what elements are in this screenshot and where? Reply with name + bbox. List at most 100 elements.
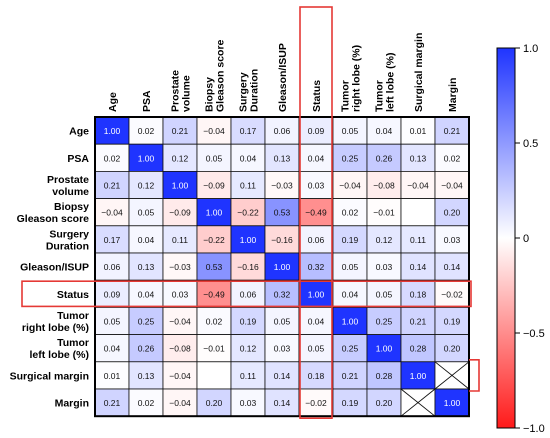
column-label: Prostatevolume [170,70,193,112]
cell-value-label: 0.25 [376,317,393,327]
heatmap-cell [366,388,402,417]
heatmap-cell [298,334,334,363]
cell-value-label: −0.04 [101,208,123,218]
cell-value-label: −0.49 [305,208,327,218]
heatmap-cell [298,198,334,227]
cell-value-label: 0.06 [308,235,325,245]
heatmap-cell [94,388,130,417]
cell-value-label: 0.05 [138,208,155,218]
cell-value-label: 0.21 [172,126,189,136]
cell-value-label: 0.11 [240,181,256,191]
cell-value-label: 0.06 [104,262,121,272]
cell-value-label: 0.04 [376,126,393,136]
row-label-line: Duration [46,240,89,252]
cell-value-label: 1.00 [410,371,427,381]
cell-value-label: −0.08 [169,344,191,354]
cell-value-label: −0.04 [407,181,429,191]
row-label-line: Biopsy [54,201,89,213]
cell-value-label: 0.17 [240,126,257,136]
heatmap-cell [162,252,198,281]
heatmap-cell [366,361,402,390]
heatmap-cell [264,252,300,281]
heatmap-cell [434,198,470,227]
heatmap-cell [298,143,334,172]
heatmap-cell [162,361,198,390]
heatmap-cell [400,198,436,227]
cell-value-label: 0.05 [376,289,393,299]
heatmap-cell [264,279,300,308]
cell-value-label: 1.00 [308,289,325,299]
row-label-line: left lobe (%) [30,349,90,361]
column-label: Tumorright lobe (%) [340,45,363,112]
cell-value-label: 0.11 [240,371,256,381]
cell-value-label: 0.03 [274,344,291,354]
cell-value-label: 0.06 [240,289,257,299]
cell-value-label: 0.32 [308,262,325,272]
cell-value-label: −0.49 [203,289,225,299]
cell-value-label: 0.02 [444,153,461,163]
cell-value-label: 0.21 [104,398,121,408]
row-label-line: Age [69,126,89,138]
cell-value-label: 0.03 [172,289,189,299]
column-label-line: Surgery [238,72,250,112]
cell-value-label: 1.00 [138,153,155,163]
row-label-line: Tumor [57,337,89,349]
heatmap-cell [196,252,232,281]
cell-value-label: 0.12 [172,153,189,163]
cell-value-label: −0.02 [305,398,327,408]
heatmap-cell [230,334,266,363]
cell-value-label: 0.12 [376,235,393,245]
column-label-line: Gleason score [215,39,227,112]
cell-value-label: 0.53 [274,208,291,218]
column-label-line: Tumor [340,80,352,112]
heatmap-cell [298,225,334,254]
column-label: Gleason/ISUP [277,43,289,112]
cell-value-label: 0.14 [444,262,461,272]
colorbar-tick-label: 0.5 [523,138,538,150]
cell-value-label: −0.16 [237,262,259,272]
cell-value-label: 0.14 [274,371,291,381]
heatmap-cell [162,225,198,254]
cell-value-label: −0.22 [203,235,225,245]
cell-value-label: 0.05 [104,317,121,327]
column-label: Status [311,80,323,112]
cell-value-label: −0.09 [203,181,225,191]
column-label-line: Prostate [170,70,182,112]
heatmap-cell [162,198,198,227]
column-label-line: right lobe (%) [351,45,363,112]
heatmap-cell [162,170,198,199]
cell-value-label: 0.11 [172,235,188,245]
cell-value-label: 0.20 [444,208,461,218]
heatmap-cell [332,306,368,335]
column-label-line: Margin [447,78,459,112]
cell-value-label: 0.21 [342,371,359,381]
cell-value-label: −0.03 [271,181,293,191]
cell-value-label: 0.20 [206,398,223,408]
heatmap-cell [128,170,164,199]
cell-value-label: 0.04 [240,153,257,163]
heatmap-cell [332,116,368,145]
row-label-line: right lobe (%) [22,322,89,334]
cell-value-label: 0.03 [308,181,325,191]
column-labels: Age PSA Prostatevolume BiopsyGleason score S… [107,33,459,112]
cell-value-label: 0.19 [240,317,257,327]
surgical-margin-bracket [469,358,480,392]
heatmap-cell [434,306,470,335]
cell-value-label: 0.06 [274,126,291,136]
heatmap-cell [162,334,198,363]
cell-value-label: 0.32 [274,289,291,299]
cell-value-label: 0.04 [308,317,325,327]
cell-value-label: −0.04 [169,371,191,381]
cell-value-label: 0.13 [274,153,291,163]
heatmap-cell [400,334,436,363]
heatmap-cell [298,361,334,390]
column-label-line: Biopsy [204,77,216,112]
cell-value-label: 0.20 [444,344,461,354]
cell-value-label: 0.05 [308,344,325,354]
cell-value-label: 0.03 [376,262,393,272]
cell-value-label: 0.09 [104,289,121,299]
cell-value-label: −0.01 [373,208,395,218]
heatmap-cell [298,252,334,281]
heatmap-cell [264,306,300,335]
cell-value-label: 1.00 [172,181,189,191]
